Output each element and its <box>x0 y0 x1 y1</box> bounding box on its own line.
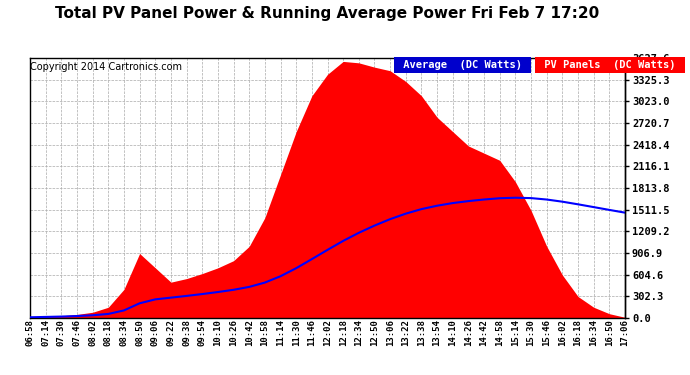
Text: 10:42: 10:42 <box>245 319 254 346</box>
Text: 12:18: 12:18 <box>339 319 348 346</box>
Text: 09:06: 09:06 <box>150 319 160 346</box>
Text: 14:26: 14:26 <box>464 319 473 346</box>
Text: 15:14: 15:14 <box>511 319 520 346</box>
Text: 16:02: 16:02 <box>558 319 567 346</box>
Text: 11:30: 11:30 <box>292 319 301 346</box>
Text: 11:46: 11:46 <box>307 319 316 346</box>
Text: 07:46: 07:46 <box>72 319 81 346</box>
Text: 09:22: 09:22 <box>166 319 175 346</box>
Text: 14:10: 14:10 <box>448 319 457 346</box>
Text: 10:58: 10:58 <box>260 319 269 346</box>
Text: 12:50: 12:50 <box>370 319 379 346</box>
Text: 07:30: 07:30 <box>57 319 66 346</box>
Text: 08:02: 08:02 <box>88 319 97 346</box>
Text: 12:02: 12:02 <box>323 319 332 346</box>
Text: 11:14: 11:14 <box>276 319 285 346</box>
Text: 13:54: 13:54 <box>433 319 442 346</box>
Text: 09:54: 09:54 <box>198 319 207 346</box>
Text: Total PV Panel Power & Running Average Power Fri Feb 7 17:20: Total PV Panel Power & Running Average P… <box>55 6 600 21</box>
Text: 07:14: 07:14 <box>41 319 50 346</box>
Text: 14:42: 14:42 <box>480 319 489 346</box>
Text: 16:34: 16:34 <box>589 319 598 346</box>
Text: 08:34: 08:34 <box>119 319 128 346</box>
Text: 16:18: 16:18 <box>573 319 582 346</box>
Text: 12:34: 12:34 <box>355 319 364 346</box>
Text: 10:26: 10:26 <box>229 319 238 346</box>
Text: 15:30: 15:30 <box>526 319 535 346</box>
Text: 14:58: 14:58 <box>495 319 504 346</box>
Text: 15:46: 15:46 <box>542 319 551 346</box>
Text: 08:18: 08:18 <box>104 319 112 346</box>
Text: 06:58: 06:58 <box>26 319 34 346</box>
Text: 09:38: 09:38 <box>182 319 191 346</box>
Text: 13:38: 13:38 <box>417 319 426 346</box>
Text: Copyright 2014 Cartronics.com: Copyright 2014 Cartronics.com <box>30 62 182 72</box>
Text: 17:06: 17:06 <box>620 319 629 346</box>
Text: 16:50: 16:50 <box>605 319 614 346</box>
Text: 10:10: 10:10 <box>213 319 222 346</box>
Text: PV Panels  (DC Watts): PV Panels (DC Watts) <box>538 60 682 70</box>
Text: 13:06: 13:06 <box>386 319 395 346</box>
Text: 08:50: 08:50 <box>135 319 144 346</box>
Text: 13:22: 13:22 <box>402 319 411 346</box>
Text: Average  (DC Watts): Average (DC Watts) <box>397 60 528 70</box>
